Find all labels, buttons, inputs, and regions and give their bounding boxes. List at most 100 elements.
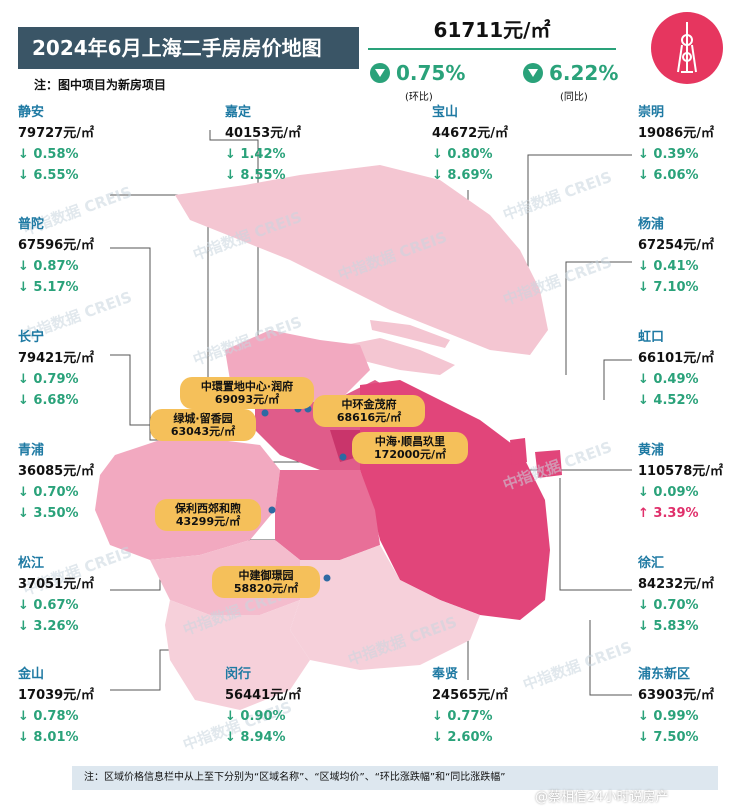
district-pudong: 浦东新区 63903元/㎡ ↓ 0.99% ↓ 7.50%: [638, 664, 741, 748]
map-note: 注：图中项目为新房项目: [34, 78, 167, 92]
title-decoration: [329, 27, 359, 69]
district-mom: ↓ 0.70%: [18, 485, 79, 500]
project-label: 中海·顺昌玖里 172000元/㎡: [352, 432, 468, 464]
project-price: 43299元/㎡: [175, 515, 241, 528]
district-name: 奉贤: [432, 667, 459, 682]
district-price: 84232元/㎡: [638, 577, 714, 592]
oriental-pearl-tower-icon: [677, 22, 697, 73]
district-mom: ↓ 0.99%: [638, 709, 699, 724]
district-price: 63903元/㎡: [638, 688, 714, 703]
district-jinshan: 金山 17039元/㎡ ↓ 0.78% ↓ 8.01%: [18, 664, 128, 748]
tower-icon: [651, 12, 723, 84]
district-yoy: ↓ 6.68%: [18, 393, 79, 408]
district-yoy: ↓ 7.50%: [638, 730, 699, 745]
district-price: 19086元/㎡: [638, 126, 714, 141]
district-chongming: 崇明 19086元/㎡ ↓ 0.39% ↓ 6.06%: [638, 102, 741, 186]
project-label: 保利西郊和煦 43299元/㎡: [155, 499, 261, 531]
project-price: 63043元/㎡: [170, 425, 236, 438]
district-price: 67254元/㎡: [638, 238, 714, 253]
district-yoy: ↓ 4.52%: [638, 393, 699, 408]
project-name: 中建御璟园: [238, 569, 294, 582]
district-name: 虹口: [638, 330, 665, 345]
district-putuo: 普陀 67596元/㎡ ↓ 0.87% ↓ 5.17%: [18, 214, 128, 298]
overall-yoy-value: 6.22%: [549, 61, 619, 85]
district-qingpu: 青浦 36085元/㎡ ↓ 0.70% ↓ 3.50%: [18, 440, 128, 524]
district-minhang: 闵行 56441元/㎡ ↓ 0.90% ↓ 8.94%: [225, 664, 335, 748]
footer-note: 注：区域价格信息栏中从上至下分别为“区域名称”、“区域均价”、“环比涨跌幅”和“…: [72, 766, 718, 790]
district-huangpu: 黄浦 110578元/㎡ ↓ 0.09% ↑ 3.39%: [638, 440, 741, 524]
district-name: 黄浦: [638, 443, 665, 458]
district-price: 110578元/㎡: [638, 464, 724, 479]
overall-mom-label: (环比): [405, 92, 433, 103]
district-mom: ↓ 0.39%: [638, 147, 699, 162]
district-price: 44672元/㎡: [432, 126, 508, 141]
district-yoy: ↓ 8.69%: [432, 168, 493, 183]
overall-mom: 0.75%: [370, 61, 465, 85]
district-price: 17039元/㎡: [18, 688, 94, 703]
district-mom: ↓ 0.49%: [638, 372, 699, 387]
district-changning: 长宁 79421元/㎡ ↓ 0.79% ↓ 6.68%: [18, 327, 128, 411]
district-mom: ↓ 0.87%: [18, 259, 79, 274]
district-name: 松江: [18, 556, 45, 571]
district-name: 浦东新区: [638, 667, 691, 682]
district-name: 闵行: [225, 667, 252, 682]
project-price: 58820元/㎡: [233, 582, 299, 595]
district-mom: ↓ 0.80%: [432, 147, 493, 162]
district-mom: ↓ 0.67%: [18, 598, 79, 613]
district-name: 普陀: [18, 217, 45, 232]
overall-mom-value: 0.75%: [396, 61, 466, 85]
district-price: 40153元/㎡: [225, 126, 301, 141]
district-yoy: ↓ 5.83%: [638, 619, 699, 634]
project-name: 绿城·留香园: [173, 412, 233, 425]
down-arrow-icon: [523, 63, 543, 83]
district-yoy: ↓ 5.17%: [18, 280, 79, 295]
project-price: 172000元/㎡: [374, 448, 446, 461]
district-mom: ↓ 0.58%: [18, 147, 79, 162]
divider: [368, 48, 616, 50]
district-name: 徐汇: [638, 556, 665, 571]
district-jingan: 静安 79727元/㎡ ↓ 0.58% ↓ 6.55%: [18, 102, 128, 186]
project-name: 保利西郊和煦: [175, 502, 241, 515]
project-label: 中环金茂府 68616元/㎡: [313, 395, 425, 427]
district-name: 嘉定: [225, 105, 252, 120]
district-yoy: ↓ 8.01%: [18, 730, 79, 745]
district-mom: ↓ 1.42%: [225, 147, 286, 162]
project-price: 68616元/㎡: [336, 411, 402, 424]
overall-yoy: 6.22%: [523, 61, 618, 85]
district-yoy: ↓ 3.50%: [18, 506, 79, 521]
district-xuhui: 徐汇 84232元/㎡ ↓ 0.70% ↓ 5.83%: [638, 553, 741, 637]
district-songjiang: 松江 37051元/㎡ ↓ 0.67% ↓ 3.26%: [18, 553, 128, 637]
project-label: 绿城·留香园 63043元/㎡: [150, 409, 256, 441]
district-yoy: ↓ 3.26%: [18, 619, 79, 634]
district-fengxian: 奉贤 24565元/㎡ ↓ 0.77% ↓ 2.60%: [432, 664, 542, 748]
district-price: 24565元/㎡: [432, 688, 508, 703]
district-yoy: ↓ 6.06%: [638, 168, 699, 183]
district-price: 79421元/㎡: [18, 351, 94, 366]
project-price: 69093元/㎡: [214, 393, 280, 406]
district-price: 66101元/㎡: [638, 351, 714, 366]
district-price: 79727元/㎡: [18, 126, 94, 141]
district-yoy: ↓ 8.55%: [225, 168, 286, 183]
district-price: 56441元/㎡: [225, 688, 301, 703]
district-mom: ↓ 0.09%: [638, 485, 699, 500]
district-baoshan: 宝山 44672元/㎡ ↓ 0.80% ↓ 8.69%: [432, 102, 542, 186]
district-yoy: ↓ 7.10%: [638, 280, 699, 295]
source-credit: @蔡相信24小时说房产: [535, 790, 669, 805]
district-name: 宝山: [432, 105, 459, 120]
district-price: 37051元/㎡: [18, 577, 94, 592]
district-yoy: ↓ 2.60%: [432, 730, 493, 745]
project-name: 中环金茂府: [341, 398, 397, 411]
district-yoy: ↓ 6.55%: [18, 168, 79, 183]
project-label: 中環置地中心·润府 69093元/㎡: [180, 377, 314, 409]
district-mom: ↓ 0.78%: [18, 709, 79, 724]
project-label: 中建御璟园 58820元/㎡: [212, 566, 320, 598]
district-name: 青浦: [18, 443, 45, 458]
district-name: 长宁: [18, 330, 45, 345]
district-price: 36085元/㎡: [18, 464, 94, 479]
district-mom: ↓ 0.79%: [18, 372, 79, 387]
district-yoy: ↓ 8.94%: [225, 730, 286, 745]
district-name: 静安: [18, 105, 45, 120]
district-mom: ↓ 0.90%: [225, 709, 286, 724]
district-name: 杨浦: [638, 217, 665, 232]
district-price: 67596元/㎡: [18, 238, 94, 253]
